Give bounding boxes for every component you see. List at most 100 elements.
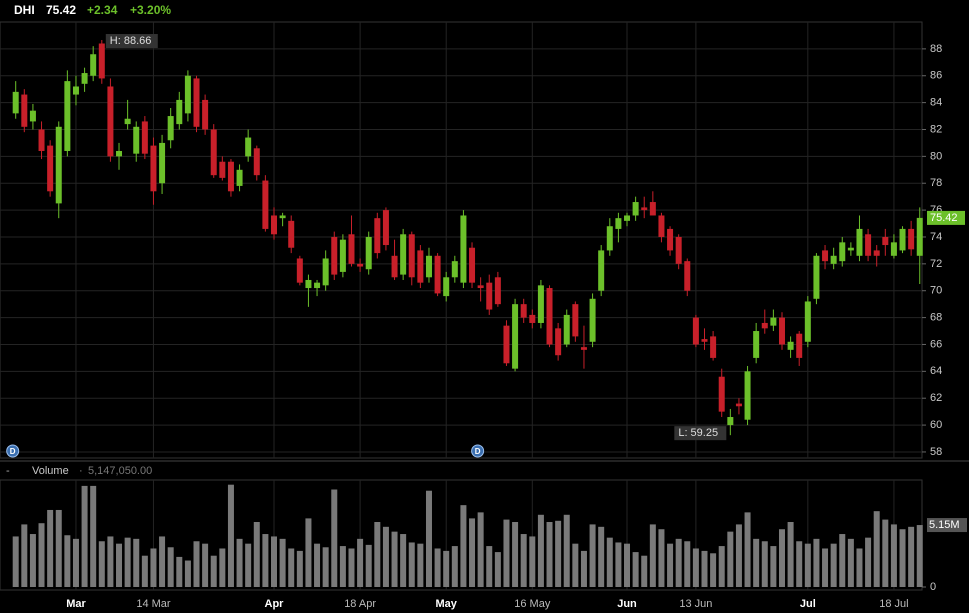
candle-body (150, 145, 157, 192)
candle-body (21, 94, 28, 127)
candle-body (253, 148, 260, 176)
volume-bar (572, 543, 579, 587)
volume-bar (744, 512, 751, 587)
candle-body (606, 226, 613, 251)
dot: · (79, 465, 83, 477)
volume-title: Volume (32, 465, 69, 477)
candle-body (408, 234, 415, 278)
volume-bar (29, 534, 36, 587)
y-tick-label: 74 (930, 231, 942, 243)
x-tick-label: 13 Jun (679, 598, 712, 610)
candle-body (391, 255, 398, 278)
candle-body (339, 239, 346, 272)
volume-bar (701, 550, 708, 587)
volume-bar (615, 542, 622, 587)
volume-bar (718, 546, 725, 587)
volume-bar (512, 522, 519, 587)
last-volume-tag (927, 518, 967, 533)
volume-bar (425, 490, 432, 587)
volume-bar (331, 489, 338, 587)
candle-body (899, 228, 906, 251)
candle-body (813, 255, 820, 299)
volume-bar (658, 529, 665, 587)
last-price-tag (927, 210, 965, 225)
dividend-marker-label: D (10, 447, 16, 456)
volume-bar (124, 537, 131, 587)
candle-body (55, 126, 62, 204)
candle-body (546, 288, 553, 345)
candle-body (753, 331, 760, 358)
volume-bar (279, 538, 286, 587)
volume-bar (787, 522, 794, 587)
volume-bar (322, 547, 329, 587)
y-tick-label: 86 (930, 70, 942, 82)
volume-bar (899, 529, 906, 587)
candle-body (727, 417, 734, 426)
volume-bar (460, 505, 467, 587)
candle-body (47, 145, 54, 192)
candle-body (322, 258, 329, 286)
candle-body (649, 202, 656, 216)
candle-body (684, 261, 691, 291)
candle-body (124, 118, 131, 125)
candle-body (847, 247, 854, 251)
candle-body (64, 81, 71, 151)
volume-bar (710, 553, 717, 587)
candle-body (839, 242, 846, 262)
volume-bar (822, 548, 829, 587)
y-tick-label: 84 (930, 97, 942, 109)
candle-body (400, 234, 407, 275)
candle-body (908, 228, 915, 250)
volume-bar (159, 536, 166, 587)
volume-bar (641, 555, 648, 587)
volume-menu-icon[interactable]: - (6, 465, 10, 477)
dividend-marker[interactable] (6, 444, 20, 458)
candle-body (735, 403, 742, 407)
volume-bar (253, 522, 260, 587)
y-tick-label: 78 (930, 177, 942, 189)
volume-bar (116, 543, 123, 587)
candle-body (494, 277, 501, 305)
dividend-marker[interactable] (471, 444, 485, 458)
candle-body (296, 258, 303, 283)
candle-body (202, 99, 209, 130)
volume-bar (72, 538, 79, 587)
volume-bar (796, 541, 803, 587)
candle-body (365, 236, 372, 270)
candle-body (718, 376, 725, 412)
candle-body (761, 322, 768, 329)
candle-body (778, 317, 785, 345)
candle-body (503, 325, 510, 364)
candle-body (865, 234, 872, 256)
x-tick-label: Mar (66, 598, 86, 610)
y-tick-label: 0 (930, 581, 936, 593)
candle-body (744, 371, 751, 420)
candle-body (641, 207, 648, 211)
candle-body (529, 314, 536, 323)
volume-bar (167, 547, 174, 587)
volume-bar (529, 536, 536, 587)
candle-body (314, 282, 321, 289)
candle-body (90, 54, 97, 76)
volume-bar (632, 552, 639, 587)
candle-body (537, 285, 544, 323)
volume-bar (546, 522, 553, 587)
candle-body (107, 86, 114, 157)
low-annotation: L: 59.25 (674, 426, 727, 441)
volume-bar (219, 548, 226, 587)
volume-bar (90, 485, 97, 587)
candle-body (486, 282, 493, 310)
candle-body (692, 317, 699, 345)
volume-bar (563, 514, 570, 587)
high-annotation: H: 88.66 (105, 34, 158, 49)
y-tick-label: 62 (930, 392, 942, 404)
volume-bar (882, 519, 889, 587)
volume-bar (262, 534, 269, 587)
candle-body (830, 255, 837, 264)
candle-body (331, 236, 338, 275)
volume-bar (408, 542, 415, 587)
y-tick-label: 66 (930, 338, 942, 350)
high-annotation-box (105, 34, 158, 49)
candle-body (193, 78, 200, 127)
